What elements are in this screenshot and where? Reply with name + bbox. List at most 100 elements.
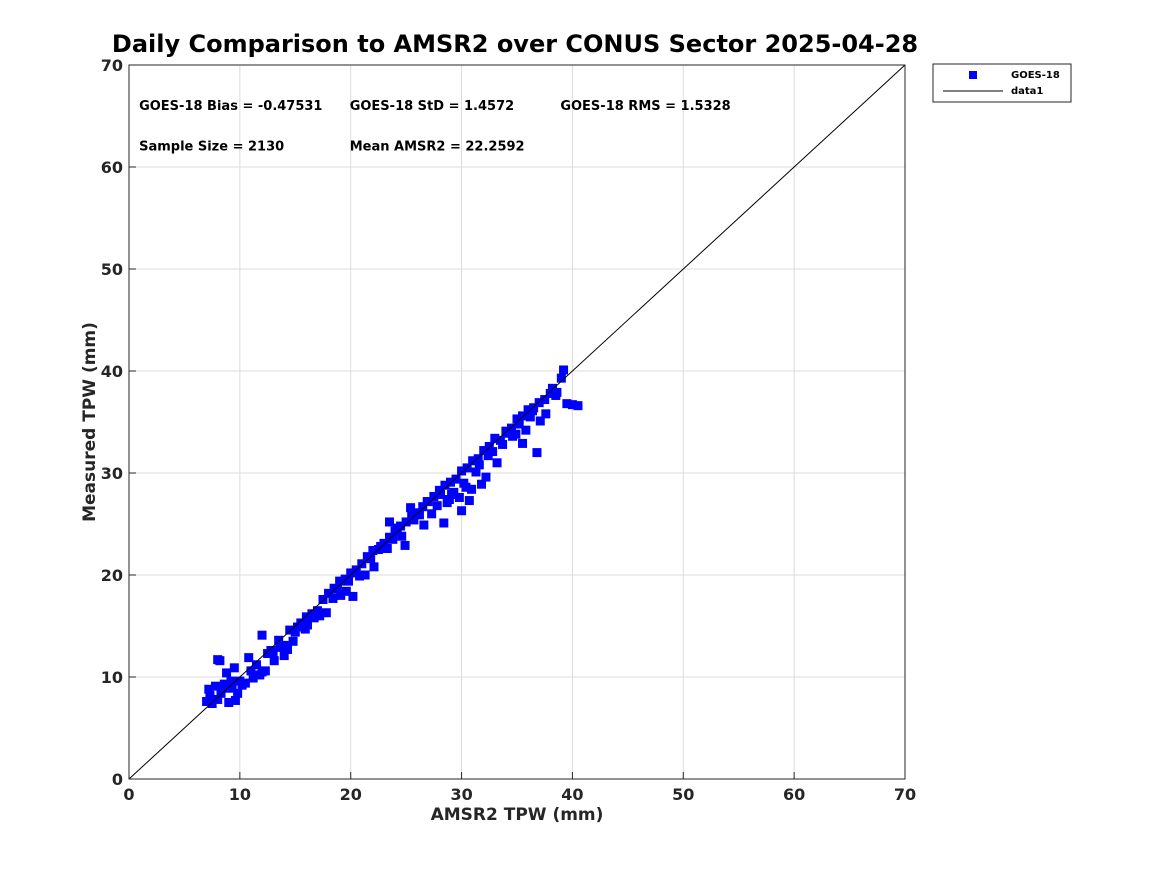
data-point <box>467 484 477 494</box>
data-point <box>451 474 461 484</box>
data-point <box>368 546 378 556</box>
data-point <box>427 509 437 519</box>
y-axis-ticks: 0 10 20 30 40 50 60 70 <box>101 56 136 789</box>
x-tick-label: 10 <box>229 785 251 804</box>
data-point <box>266 645 276 655</box>
data-point <box>360 570 370 580</box>
legend-box <box>932 63 1072 103</box>
y-axis-label: Measured TPW (mm) <box>80 322 100 522</box>
data-point <box>257 630 267 640</box>
data-point <box>468 456 478 466</box>
data-point <box>293 622 303 632</box>
data-point <box>492 458 502 468</box>
data-point <box>479 446 489 456</box>
data-point <box>216 688 226 698</box>
data-point <box>540 395 550 405</box>
data-point <box>534 398 544 408</box>
data-point <box>369 562 379 572</box>
legend-data1-label: data1 <box>1011 86 1043 97</box>
data-point <box>481 472 491 482</box>
data-point <box>341 586 351 596</box>
data-point <box>541 409 551 419</box>
data-point <box>490 433 500 443</box>
y-tick-label: 0 <box>112 770 123 789</box>
data-point <box>309 613 319 623</box>
data-point <box>328 593 338 603</box>
data-point <box>483 451 493 461</box>
data-point <box>401 517 411 527</box>
y-tick-label: 60 <box>101 158 123 177</box>
y-tick-label: 40 <box>101 362 123 381</box>
data-point <box>444 495 454 505</box>
legend-goes18-label: GOES-18 <box>1011 70 1060 81</box>
data-point <box>279 651 289 661</box>
data-point <box>218 683 228 693</box>
x-axis-label: AMSR2 TPW (mm) <box>431 805 604 825</box>
data-point <box>227 683 237 693</box>
legend: GOES-18 data1 <box>932 63 1072 103</box>
y-tick-label: 10 <box>101 668 123 687</box>
x-tick-label: 40 <box>561 785 583 804</box>
data-point <box>528 406 538 416</box>
data-point <box>518 411 528 421</box>
legend-goes18-marker <box>969 71 977 79</box>
data-point <box>418 502 428 512</box>
data-point <box>343 576 353 586</box>
data-point <box>210 681 220 691</box>
data-point <box>525 412 535 422</box>
data-point <box>355 571 365 581</box>
data-point <box>464 496 474 506</box>
data1-line-group <box>128 64 906 780</box>
data-point <box>269 656 279 666</box>
data-point <box>366 554 376 564</box>
data-point <box>498 439 508 449</box>
data-point <box>514 419 524 429</box>
data-point <box>318 594 328 604</box>
data-point <box>321 608 331 618</box>
data-point <box>285 625 295 635</box>
data-point <box>445 477 455 487</box>
data-point <box>545 388 555 398</box>
data-point <box>512 414 522 424</box>
data-point <box>207 699 217 709</box>
y-tick-label: 50 <box>101 260 123 279</box>
data-point <box>288 636 298 646</box>
plot-frame <box>128 64 906 780</box>
data-point <box>357 559 367 569</box>
x-tick-label: 30 <box>450 785 472 804</box>
data-point <box>255 670 265 680</box>
x-tick-label: 60 <box>783 785 805 804</box>
gridlines <box>129 65 905 779</box>
data-point <box>440 480 450 490</box>
data-point <box>205 690 215 700</box>
data-point <box>346 568 356 578</box>
data-point <box>376 541 386 551</box>
data-point <box>246 666 256 676</box>
data-point <box>204 684 214 694</box>
data-point <box>518 438 528 448</box>
stat-annotation: Sample Size = 2130 <box>139 140 284 155</box>
data-point <box>559 365 569 375</box>
data-point <box>301 612 311 622</box>
data-point <box>382 543 392 553</box>
data-point <box>532 448 542 458</box>
goes18-points <box>202 365 583 709</box>
data-point <box>429 491 439 501</box>
data-point <box>213 655 223 665</box>
x-tick-label: 50 <box>672 785 694 804</box>
data-point <box>409 515 419 525</box>
data-point <box>388 534 398 544</box>
data-point <box>283 644 293 654</box>
data1-line <box>128 64 906 780</box>
data-point <box>248 673 258 683</box>
data-point <box>324 588 334 598</box>
data-point <box>454 492 464 502</box>
x-tick-label: 20 <box>340 785 362 804</box>
data-point <box>436 489 446 499</box>
data-point <box>556 373 566 383</box>
data-point <box>222 668 232 678</box>
stat-annotation: Mean AMSR2 = 22.2592 <box>350 140 525 155</box>
data-point <box>457 506 467 516</box>
data-point <box>230 695 240 705</box>
